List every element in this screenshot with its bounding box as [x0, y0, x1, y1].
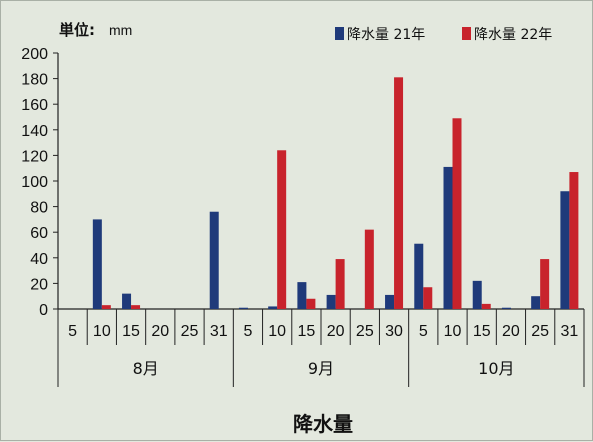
chart-legend: 降水量 21年 降水量 22年 — [335, 27, 552, 43]
unit-annotation: 単位: mm — [59, 21, 132, 39]
bar-series-2 — [131, 305, 141, 309]
y-tick-label: 160 — [21, 97, 48, 114]
x-tick-label: 10 — [444, 323, 462, 340]
y-tick-label: 60 — [30, 225, 48, 242]
y-tick-label: 20 — [30, 276, 48, 293]
bar-series-1 — [209, 211, 219, 309]
bar-series-2 — [101, 305, 111, 309]
bar-series-1 — [326, 294, 336, 309]
x-tick-label: 30 — [385, 323, 403, 340]
month-group-label: 10月 — [478, 359, 514, 378]
x-tick-label: 5 — [243, 323, 252, 340]
y-tick-label: 80 — [30, 200, 48, 217]
bar-series-1 — [501, 307, 511, 309]
bar-series-2 — [569, 172, 579, 309]
bar-series-2 — [540, 259, 550, 309]
bar-series-1 — [385, 294, 395, 309]
bar-series-1 — [297, 282, 307, 309]
bar-series-1 — [560, 191, 570, 309]
x-tick-label: 15 — [122, 323, 140, 340]
bar-series-2 — [452, 118, 462, 309]
x-tick-label: 5 — [419, 323, 428, 340]
legend-swatch-series-1 — [335, 27, 344, 40]
bar-series-2 — [481, 303, 491, 309]
x-tick-label: 10 — [93, 323, 111, 340]
x-tick-label: 15 — [297, 323, 315, 340]
y-tick-label: 120 — [21, 148, 48, 165]
bar-series-1 — [472, 280, 482, 309]
bar-series-1 — [414, 243, 424, 309]
y-tick-label: 0 — [39, 302, 48, 319]
bar-series-2 — [394, 77, 404, 309]
bar-series-1 — [531, 296, 541, 309]
y-tick-label: 40 — [30, 251, 48, 268]
unit-label: 単位: — [59, 21, 95, 39]
month-group-labels: 8月 9月 10月 — [133, 359, 515, 378]
x-tick-label: 31 — [210, 323, 228, 340]
x-tick-label: 20 — [327, 323, 345, 340]
chart-title: 降水量 — [293, 412, 353, 436]
x-tick-label: 20 — [502, 323, 520, 340]
bar-series-1 — [238, 307, 248, 309]
y-tick-label: 180 — [21, 72, 48, 89]
x-tick-labels: 5 10 15 20 25 31 5 10 15 20 25 30 5 10 15 20 25 31 — [68, 323, 578, 340]
bar-series-1 — [122, 293, 132, 309]
bar-series-1 — [443, 166, 453, 309]
month-group-label: 8月 — [133, 359, 159, 378]
y-tick-label: 100 — [21, 174, 48, 191]
x-tick-label: 25 — [356, 323, 374, 340]
bar-series-2 — [277, 150, 287, 309]
chart-bars — [92, 77, 579, 309]
y-tick-label: 140 — [21, 123, 48, 140]
x-tick-label: 15 — [473, 323, 491, 340]
bar-series-1 — [92, 219, 102, 309]
bar-series-1 — [268, 306, 278, 309]
unit-value: mm — [109, 22, 132, 38]
bar-series-2 — [423, 287, 433, 309]
legend-swatch-series-2 — [462, 27, 471, 40]
legend-label-series-2: 降水量 22年 — [474, 27, 552, 43]
bar-series-2 — [335, 259, 345, 309]
x-tick-label: 20 — [151, 323, 169, 340]
y-tick-labels: 0 20 40 60 80 100 120 140 160 180 200 — [21, 46, 48, 319]
x-tick-label: 5 — [68, 323, 77, 340]
x-tick-label: 31 — [560, 323, 578, 340]
x-tick-label: 10 — [268, 323, 286, 340]
chart-axes — [53, 52, 585, 387]
x-tick-label: 25 — [531, 323, 549, 340]
x-tick-label: 25 — [181, 323, 199, 340]
month-group-label: 9月 — [308, 359, 334, 378]
bar-series-2 — [364, 229, 374, 309]
legend-label-series-1: 降水量 21年 — [347, 27, 425, 43]
y-tick-label: 200 — [21, 46, 48, 63]
bar-series-2 — [306, 298, 316, 309]
